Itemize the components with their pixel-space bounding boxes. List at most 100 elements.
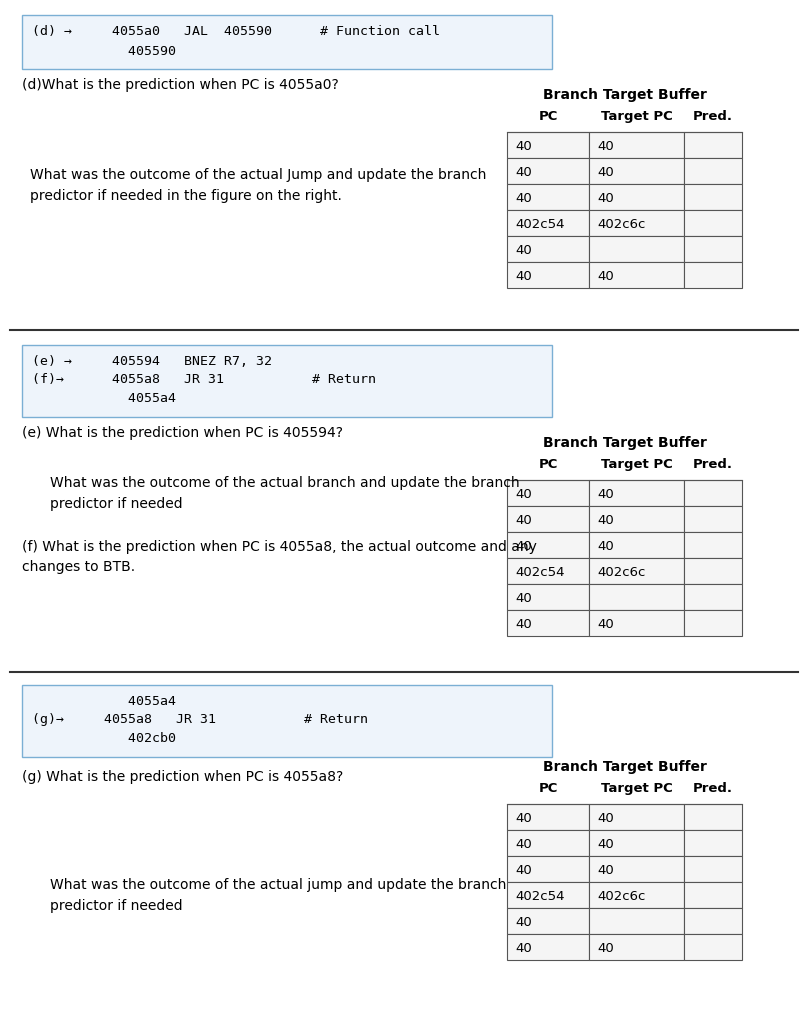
Text: 40: 40 (515, 139, 532, 153)
Text: PC: PC (538, 782, 558, 795)
Bar (684, 584, 742, 610)
Bar (589, 610, 684, 636)
Text: Target PC: Target PC (600, 458, 672, 471)
Text: 40: 40 (515, 166, 532, 178)
Text: 40: 40 (597, 166, 614, 178)
Text: 40: 40 (515, 617, 532, 631)
Text: (d)What is the prediction when PC is 4055a0?: (d)What is the prediction when PC is 405… (22, 78, 339, 92)
Bar (507, 804, 589, 830)
Bar (589, 210, 684, 236)
Bar (684, 856, 742, 882)
Text: 402c54: 402c54 (515, 565, 565, 579)
Bar (684, 558, 742, 584)
Bar (589, 184, 684, 210)
Bar (589, 532, 684, 558)
Text: 40: 40 (515, 592, 532, 604)
FancyBboxPatch shape (22, 685, 552, 757)
Text: (g) What is the prediction when PC is 4055a8?: (g) What is the prediction when PC is 40… (22, 770, 343, 784)
Text: Pred.: Pred. (693, 782, 733, 795)
Text: PC: PC (538, 458, 558, 471)
Text: 40: 40 (515, 269, 532, 283)
Bar (589, 262, 684, 288)
Bar (507, 934, 589, 961)
Bar (507, 506, 589, 532)
Bar (589, 804, 684, 830)
Bar (589, 856, 684, 882)
Bar (684, 506, 742, 532)
Bar (684, 236, 742, 262)
Text: 40: 40 (597, 540, 614, 553)
Text: 40: 40 (515, 838, 532, 851)
Text: 40: 40 (515, 540, 532, 553)
Text: 40: 40 (597, 139, 614, 153)
Text: 40: 40 (597, 513, 614, 526)
Text: 402c54: 402c54 (515, 217, 565, 230)
Text: 4055a4: 4055a4 (32, 392, 176, 406)
Bar (507, 480, 589, 506)
Bar (589, 584, 684, 610)
Text: Branch Target Buffer: Branch Target Buffer (542, 760, 706, 774)
Text: 40: 40 (515, 811, 532, 824)
Bar (684, 210, 742, 236)
Text: Pred.: Pred. (693, 110, 733, 123)
Text: What was the outcome of the actual jump and update the branch
predictor if neede: What was the outcome of the actual jump … (50, 878, 507, 912)
Text: 40: 40 (515, 513, 532, 526)
Bar (684, 908, 742, 934)
Bar (589, 506, 684, 532)
Bar (684, 882, 742, 908)
Bar (507, 584, 589, 610)
Bar (507, 262, 589, 288)
Bar (507, 132, 589, 158)
Bar (684, 480, 742, 506)
Bar (589, 830, 684, 856)
Bar (684, 132, 742, 158)
Text: (f)→      4055a8   JR 31           # Return: (f)→ 4055a8 JR 31 # Return (32, 373, 376, 386)
Bar (684, 610, 742, 636)
Bar (589, 908, 684, 934)
Bar (684, 934, 742, 961)
Text: What was the outcome of the actual Jump and update the branch
predictor if neede: What was the outcome of the actual Jump … (30, 168, 486, 203)
Text: 40: 40 (597, 863, 614, 877)
Bar (684, 158, 742, 184)
Text: Pred.: Pred. (693, 458, 733, 471)
Text: 402c54: 402c54 (515, 890, 565, 902)
Text: 40: 40 (597, 617, 614, 631)
Bar (507, 610, 589, 636)
Text: 40: 40 (597, 941, 614, 954)
Text: 405590: 405590 (32, 45, 176, 58)
Text: 402c6c: 402c6c (597, 565, 646, 579)
Text: (d) →     4055a0   JAL  405590      # Function call: (d) → 4055a0 JAL 405590 # Function call (32, 25, 440, 38)
Bar (684, 804, 742, 830)
Text: 402cb0: 402cb0 (32, 732, 176, 745)
Bar (589, 158, 684, 184)
Text: 40: 40 (597, 487, 614, 501)
Bar (507, 210, 589, 236)
Text: Target PC: Target PC (600, 110, 672, 123)
Bar (589, 132, 684, 158)
Bar (507, 532, 589, 558)
Text: 40: 40 (515, 941, 532, 954)
Text: 40: 40 (515, 487, 532, 501)
Bar (589, 558, 684, 584)
FancyBboxPatch shape (22, 345, 552, 417)
Bar (507, 830, 589, 856)
Text: (f) What is the prediction when PC is 4055a8, the actual outcome and any
changes: (f) What is the prediction when PC is 40… (22, 540, 537, 573)
Bar (507, 158, 589, 184)
Bar (589, 934, 684, 961)
Bar (507, 558, 589, 584)
Text: Branch Target Buffer: Branch Target Buffer (542, 88, 706, 102)
Bar (507, 882, 589, 908)
Bar (684, 532, 742, 558)
Text: 40: 40 (515, 915, 532, 929)
Text: Target PC: Target PC (600, 782, 672, 795)
Text: 40: 40 (597, 191, 614, 205)
Bar (507, 856, 589, 882)
Bar (507, 236, 589, 262)
Text: 40: 40 (515, 244, 532, 256)
Bar (589, 236, 684, 262)
Text: Branch Target Buffer: Branch Target Buffer (542, 436, 706, 450)
Bar (507, 908, 589, 934)
Text: 402c6c: 402c6c (597, 890, 646, 902)
Text: 40: 40 (515, 863, 532, 877)
Text: 40: 40 (597, 811, 614, 824)
